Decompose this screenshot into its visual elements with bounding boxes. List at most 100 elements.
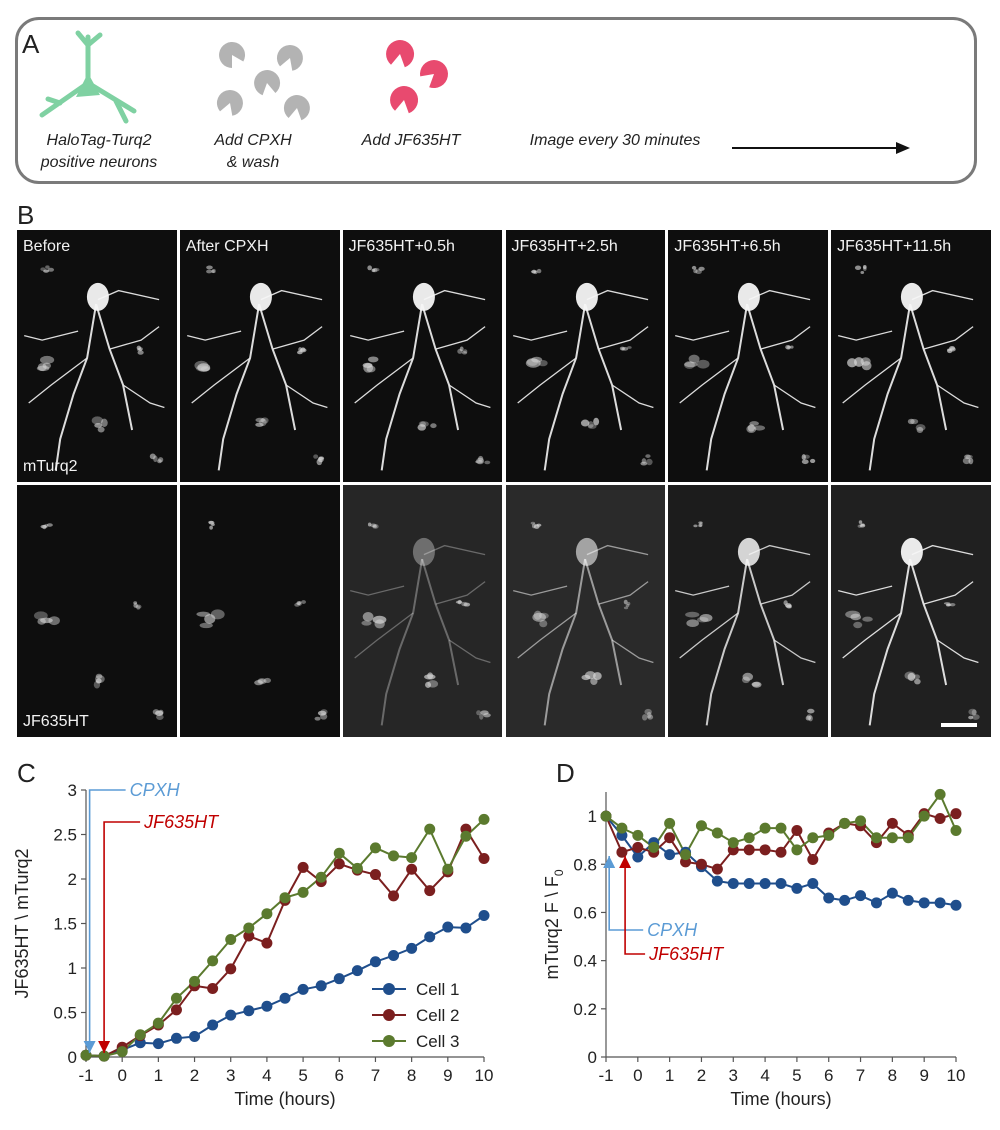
neuron-icon [39, 30, 137, 124]
annotation-arrow [103, 821, 141, 1053]
caption-line: & wash [226, 154, 280, 171]
annotation-arrowhead [98, 1041, 111, 1053]
x-tick-label: -1 [598, 1066, 613, 1085]
data-point [225, 934, 237, 946]
y-tick-label: 2.5 [53, 826, 77, 845]
cpxh-molecules-icon [216, 42, 310, 121]
data-point [791, 844, 803, 856]
y-axis-label-subscript: 0 [552, 869, 566, 876]
microscopy-tile: Before mTurq2 [17, 230, 177, 482]
microscopy-grid: Before mTurq2 After CPXH JF635HT+0.5h JF635H… [17, 230, 991, 737]
data-point [406, 852, 418, 864]
microscopy-tile: JF635HT+0.5h [342, 230, 503, 482]
annotation-arrowhead [619, 856, 632, 868]
data-point [823, 829, 835, 841]
neuron-image [675, 521, 816, 726]
y-axis-label: mTurq2 F \ F0 [542, 869, 566, 979]
cpxh-molecule-icon [219, 42, 246, 68]
x-axis-label: Time (hours) [730, 1089, 831, 1109]
x-tick-label: 1 [154, 1066, 163, 1085]
panel-label-d: D [556, 758, 575, 788]
data-point [632, 851, 644, 863]
annotation-arrow [608, 856, 644, 931]
data-point [759, 844, 771, 856]
y-axis-label: JF635HT \ mTurq2 [12, 848, 32, 998]
data-point [632, 829, 644, 841]
data-point [870, 897, 882, 909]
x-tick-label: 5 [792, 1066, 801, 1085]
data-point [934, 813, 946, 824]
data-point [388, 890, 400, 902]
data-point [934, 788, 946, 800]
neuron-image [838, 520, 980, 726]
data-point [743, 878, 755, 890]
data-point [711, 875, 723, 887]
data-point [243, 1005, 255, 1017]
tile-column-label: JF635HT+2.5h [511, 238, 618, 255]
x-tick-label: 9 [919, 1066, 928, 1085]
data-point [664, 817, 676, 829]
protocol-schematic [15, 17, 977, 184]
data-point [918, 897, 930, 909]
tile-column-label: After CPXH [185, 238, 269, 255]
data-point [369, 956, 381, 968]
x-tick-label: 5 [298, 1066, 307, 1085]
data-point [807, 832, 819, 844]
data-point [351, 862, 363, 874]
step-jf635ht-caption: Add JF635HT [346, 130, 476, 152]
legend-swatch-marker [383, 983, 395, 995]
x-tick-label: 6 [335, 1066, 344, 1085]
data-point [170, 992, 182, 1004]
data-point [225, 1009, 237, 1021]
data-point [902, 894, 914, 906]
data-point [918, 810, 930, 822]
x-tick-label: 0 [117, 1066, 126, 1085]
y-tick-label: 2 [68, 870, 77, 889]
microscopy-tile: JF635HT+11.5h [831, 230, 991, 482]
y-tick-label: 1 [588, 807, 597, 826]
legend-label: Cell 3 [416, 1032, 459, 1051]
data-point [664, 832, 676, 844]
caption-line: HaloTag-Turq2 [46, 132, 152, 149]
data-point [478, 853, 490, 865]
data-point [950, 808, 962, 820]
data-point [170, 1032, 182, 1044]
microscopy-tile [179, 485, 340, 737]
annotation-arrow [624, 856, 646, 955]
data-point [711, 827, 723, 839]
annotation-label: CPXH [130, 780, 181, 800]
scale-bar [940, 723, 977, 727]
data-point [791, 882, 803, 894]
data-point [424, 885, 436, 897]
microscopy-tile [505, 485, 666, 737]
jf635ht-molecule-icon [420, 60, 449, 89]
panel-label-b: B [17, 200, 35, 230]
data-point [616, 846, 628, 858]
data-point [297, 983, 309, 995]
tile-column-label: Before [23, 238, 71, 255]
data-point [315, 980, 327, 992]
microscopy-tile: After CPXH [179, 230, 340, 482]
data-point [902, 832, 914, 844]
x-axis-label: Time (hours) [234, 1089, 335, 1109]
neuron-image [33, 523, 164, 720]
data-point [775, 846, 787, 858]
legend-swatch-marker [383, 1009, 395, 1021]
data-point [261, 908, 273, 920]
tile-row-label: JF635HT [23, 713, 89, 730]
data-point [424, 823, 436, 835]
data-point [759, 822, 771, 834]
y-tick-label: 0.5 [53, 1004, 77, 1023]
tile-row-label: mTurq2 [23, 458, 78, 475]
neuron-image [675, 265, 816, 471]
caption-line: Add CPXH [214, 132, 292, 149]
data-point [207, 982, 219, 994]
tile-column-label: JF635HT+11.5h [837, 238, 952, 255]
x-tick-label: 10 [475, 1066, 494, 1085]
data-point [823, 892, 835, 904]
data-point [261, 1000, 273, 1012]
step-neurons-caption: HaloTag-Turq2 positive neurons [24, 130, 174, 174]
jf635ht-molecules-icon [386, 40, 449, 114]
data-point [886, 832, 898, 844]
